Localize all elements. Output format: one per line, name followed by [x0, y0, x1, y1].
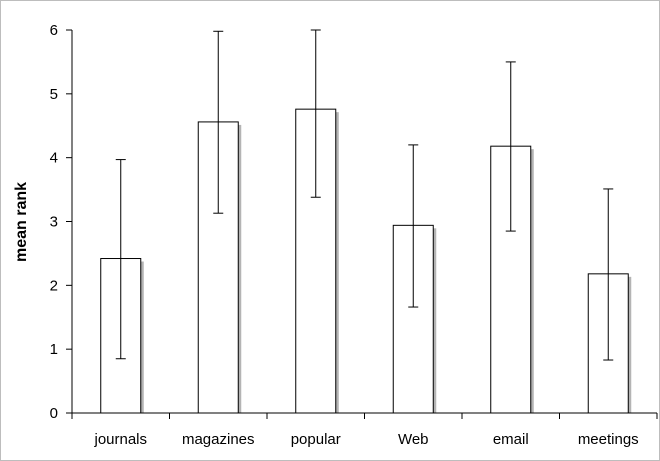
y-axis-label: mean rank [13, 182, 30, 262]
y-tick-label-3: 3 [50, 214, 58, 231]
x-tick-label-4: email [493, 431, 529, 448]
y-tick-label-4: 4 [50, 150, 58, 167]
x-tick-label-1: magazines [182, 431, 255, 448]
x-tick-label-3: Web [398, 431, 429, 448]
y-tick-label-1: 1 [50, 341, 58, 358]
axes-group: journals magazines popular Web email meetings… [50, 22, 658, 448]
x-tick-label-0: journals [93, 431, 147, 448]
y-tick-label-2: 2 [50, 277, 58, 294]
x-tick-label-5: meetings [578, 431, 639, 448]
y-tick-label-6: 6 [50, 22, 58, 39]
y-tick-label-0: 0 [50, 405, 58, 422]
y-tick-label-5: 5 [50, 86, 58, 103]
x-tick-label-2: popular [291, 431, 341, 448]
bars-group [100, 108, 632, 414]
error-bars-group [115, 29, 614, 361]
